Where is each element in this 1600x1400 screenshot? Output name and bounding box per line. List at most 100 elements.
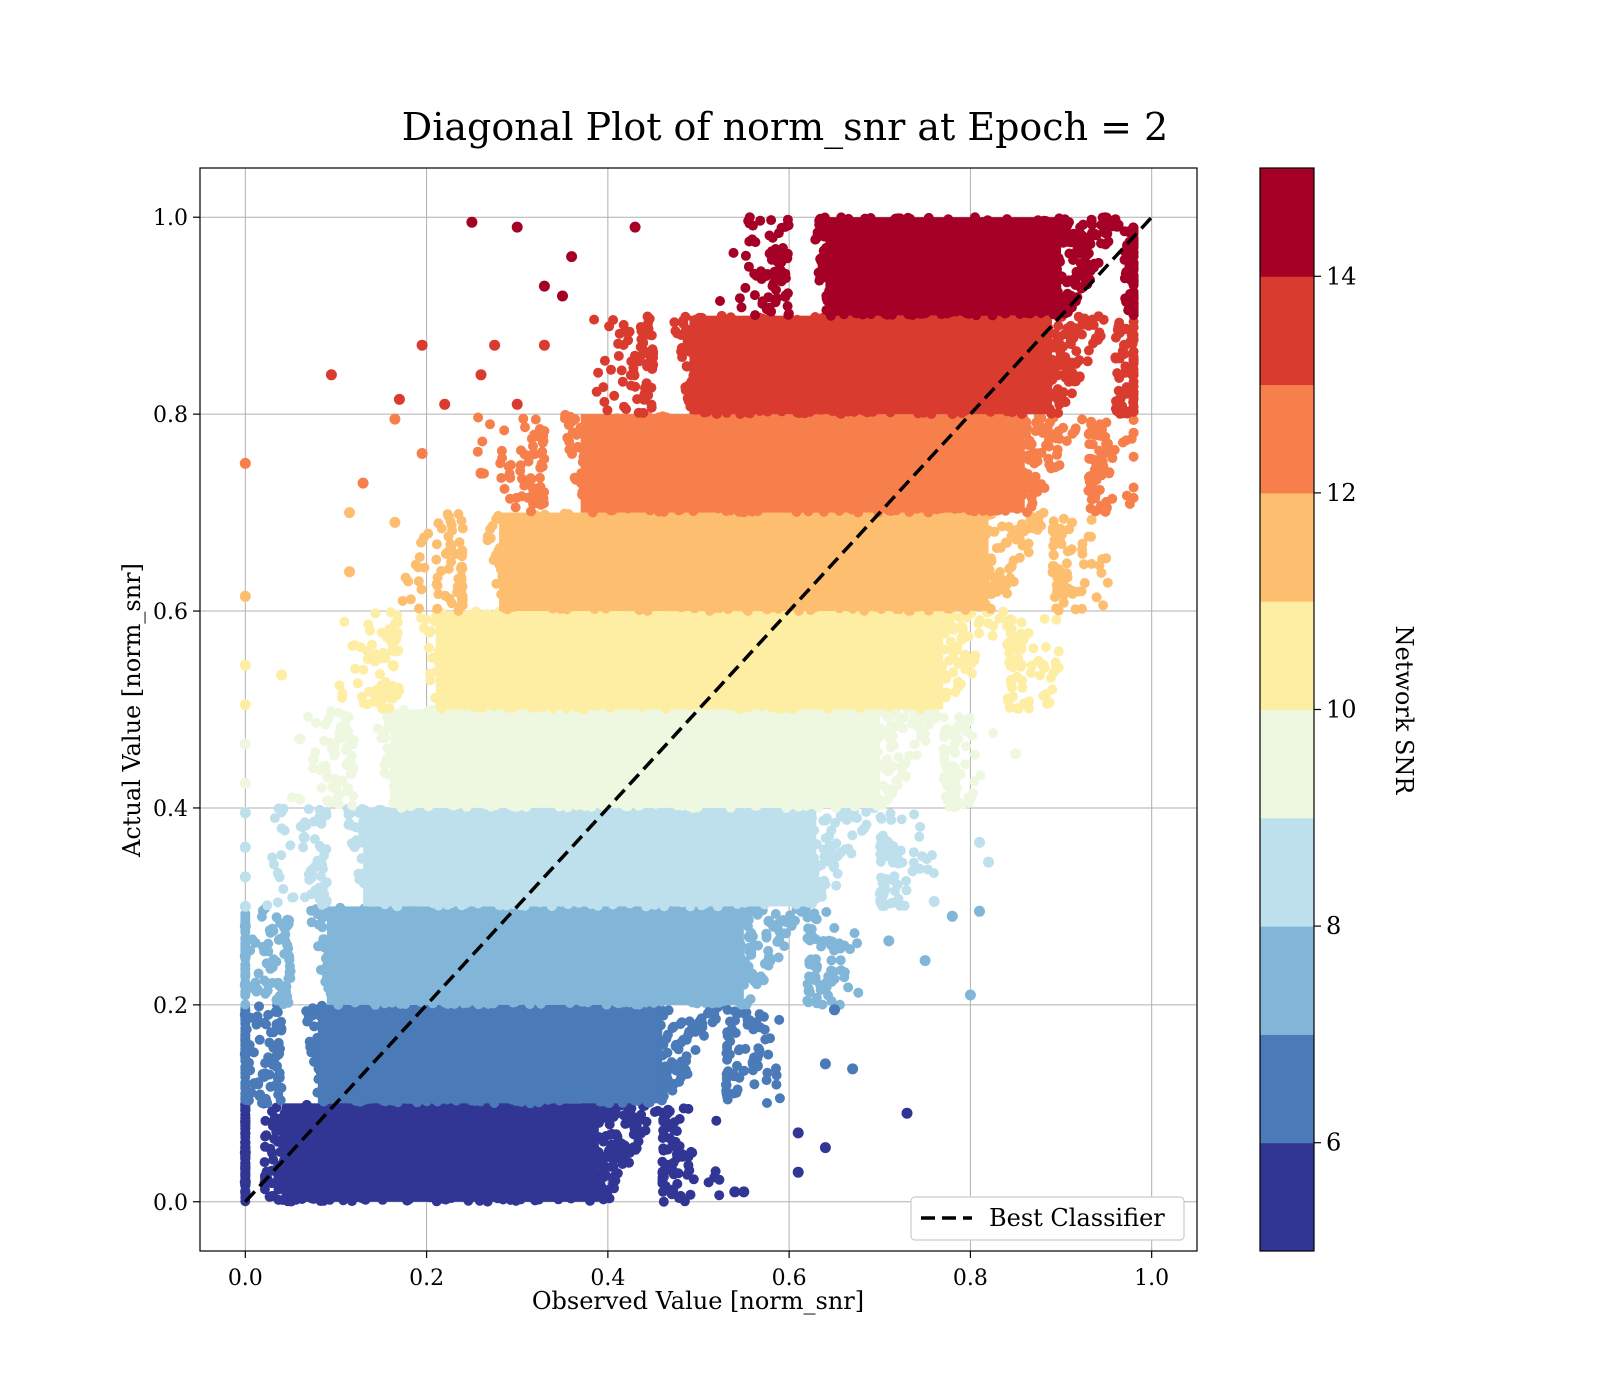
scatter-point	[762, 1098, 772, 1108]
scatter-point	[271, 956, 282, 967]
scatter-point	[298, 842, 309, 853]
scatter-point	[287, 892, 298, 903]
scatter-point	[601, 1150, 612, 1161]
scatter-point	[268, 1191, 279, 1201]
scatter-point	[316, 855, 327, 866]
scatter-point	[598, 1159, 609, 1170]
scatter-point	[686, 1146, 697, 1157]
scatter-point	[730, 1015, 741, 1026]
scatter-point	[839, 940, 850, 951]
scatter-point	[829, 923, 840, 933]
scatter-point	[262, 900, 273, 911]
scatter-point	[826, 955, 837, 966]
scatter-point	[876, 837, 887, 847]
scatter-point	[697, 1018, 708, 1029]
scatter-band-core	[281, 1103, 599, 1202]
scatter-point	[673, 1059, 684, 1070]
scatter-point	[624, 1157, 634, 1168]
scatter-point	[306, 872, 317, 883]
scatter-point	[269, 859, 279, 870]
scatter-point	[668, 1021, 679, 1032]
scatter-point	[312, 909, 323, 920]
scatter-band	[240, 1098, 725, 1207]
scatter-point	[271, 912, 282, 923]
scatter-point	[661, 1033, 672, 1044]
scatter-point	[688, 1174, 699, 1185]
scatter-point	[278, 884, 289, 894]
scatter-point	[308, 816, 319, 827]
scatter-point	[266, 1178, 277, 1189]
scatter-point	[272, 897, 283, 908]
scatter-point	[607, 1128, 617, 1139]
scatter-point	[240, 1036, 251, 1047]
scatter-point	[819, 851, 830, 862]
scatter-point	[772, 936, 783, 947]
scatter-point	[765, 955, 776, 966]
scatter-point	[710, 1166, 721, 1177]
scatter-point	[724, 1049, 735, 1060]
scatter-point	[278, 803, 289, 814]
plot-area	[199, 167, 1198, 1252]
scatter-point	[260, 1094, 271, 1104]
scatter-point	[749, 1079, 760, 1090]
scatter-point	[240, 1127, 251, 1138]
scatter-point	[739, 1065, 750, 1076]
scatter-point	[609, 1183, 619, 1194]
scatter-point	[259, 1157, 270, 1168]
scatter-point	[893, 858, 904, 869]
scatter-point	[265, 1143, 276, 1154]
scatter-point	[274, 980, 285, 991]
scatter-point	[270, 1060, 281, 1070]
scatter-band	[287, 704, 999, 813]
scatter-point	[826, 825, 837, 836]
scatter-point	[891, 775, 902, 786]
scatter-point	[660, 1123, 671, 1134]
scatter-point	[707, 1017, 718, 1028]
scatter-point	[861, 806, 872, 817]
scatter-point	[295, 821, 306, 832]
scatter-point	[675, 1190, 686, 1201]
scatter-point	[803, 986, 814, 997]
scatter-point	[685, 1189, 696, 1200]
scatter-point	[240, 1116, 251, 1127]
scatter-point	[658, 1196, 669, 1207]
scatter-point	[722, 1094, 733, 1105]
scatter-point	[353, 838, 364, 849]
scatter-point	[268, 1042, 279, 1053]
scatter-point	[748, 1065, 758, 1076]
scatter-point	[343, 809, 354, 820]
scatter-point	[260, 1115, 271, 1126]
scatter-point	[732, 1084, 743, 1095]
scatter-point	[879, 886, 890, 897]
scatter-point	[318, 934, 329, 945]
scatter-point	[240, 999, 251, 1010]
scatter-point	[774, 1093, 785, 1104]
scatter-point	[316, 842, 326, 853]
scatter-point	[346, 820, 357, 831]
scatter-point	[657, 1133, 668, 1143]
scatter-point	[307, 1042, 318, 1053]
scatter-point	[826, 965, 837, 976]
scatter-point	[657, 1156, 668, 1167]
scatter-point	[835, 955, 846, 966]
scatter-point	[888, 848, 899, 859]
scatter-point	[765, 1033, 775, 1044]
scatter-point	[661, 1067, 672, 1078]
scatter-point	[260, 1068, 271, 1079]
scatter-point	[749, 976, 760, 987]
scatter-point	[709, 1008, 720, 1019]
scatter-point	[626, 1112, 637, 1123]
chart-title: Diagonal Plot of norm_snr at Epoch = 2	[402, 105, 1168, 150]
scatter-point	[268, 1115, 279, 1126]
scatter-point	[300, 892, 310, 903]
scatter-point	[786, 921, 797, 931]
scatter-point	[285, 966, 296, 977]
scatter-point	[816, 891, 827, 902]
scatter-point	[915, 731, 926, 742]
scatter-point	[633, 1136, 644, 1147]
scatter-point	[600, 1169, 611, 1180]
scatter-point	[804, 956, 815, 967]
scatter-point	[658, 1143, 669, 1154]
scatter-point	[259, 946, 270, 957]
scatter-point	[317, 922, 328, 933]
